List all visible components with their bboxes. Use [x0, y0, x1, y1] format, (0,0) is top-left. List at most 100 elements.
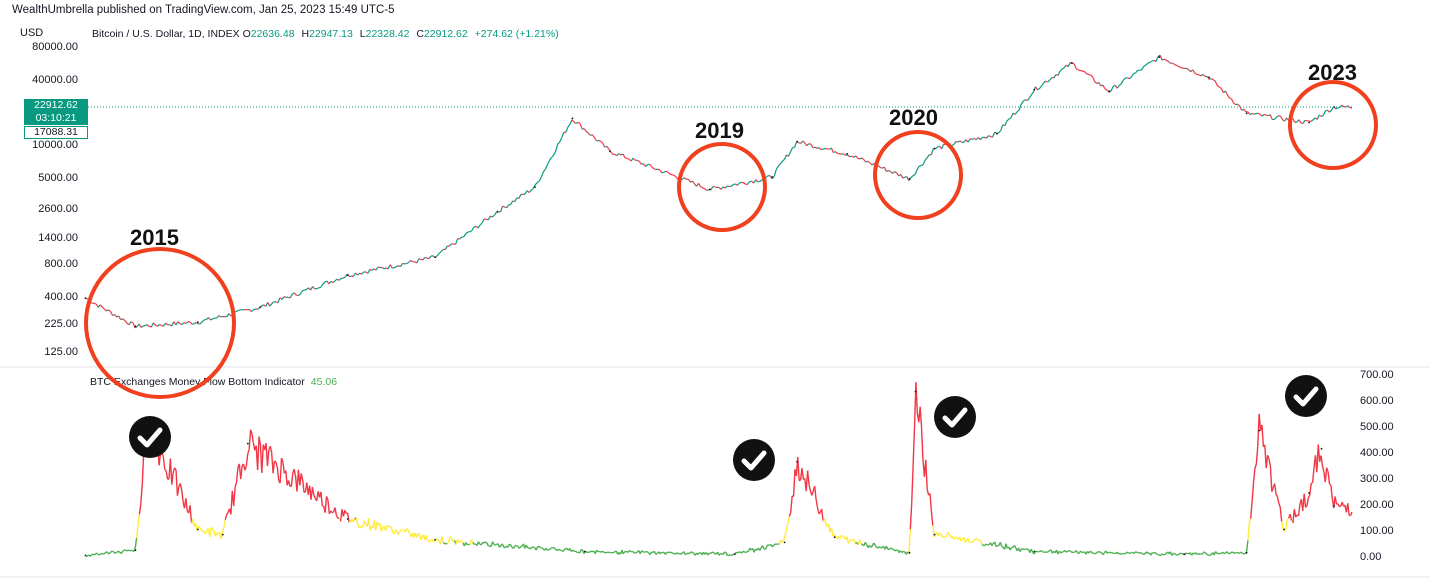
price-segment	[336, 278, 340, 281]
highlight-circle	[873, 130, 963, 220]
indicator-segment	[1099, 551, 1102, 554]
price-point	[534, 186, 536, 189]
indicator-segment	[944, 535, 948, 538]
indicator-segment	[1026, 548, 1029, 551]
price-segment	[847, 154, 851, 158]
indicator-segment	[858, 539, 862, 545]
price-segment	[663, 170, 667, 173]
price-segment	[953, 141, 957, 145]
indicator-segment	[1347, 503, 1350, 516]
indicator-segment	[1303, 493, 1307, 508]
symbol-legend[interactable]: Bitcoin / U.S. Dollar, 1D, INDEX O22636.…	[92, 28, 563, 40]
price-segment	[1127, 77, 1130, 80]
price-segment	[261, 304, 264, 307]
price-segment	[512, 200, 515, 203]
price-segment	[575, 121, 579, 124]
indicator-segment	[940, 534, 944, 538]
price-segment	[1220, 88, 1224, 93]
price-segment	[1216, 85, 1220, 88]
price-segment	[951, 143, 955, 146]
price-segment	[493, 211, 497, 216]
price-segment	[998, 130, 1002, 134]
indicator-value: 45.06	[310, 376, 338, 388]
indicator-segment	[773, 543, 776, 546]
indicator-segment	[313, 494, 316, 499]
indicator-segment	[649, 551, 653, 555]
change-value: +274.62 (+1.21%)	[474, 28, 559, 40]
indicator-segment	[849, 539, 852, 542]
indicator-segment	[1328, 483, 1332, 486]
indicator-segment	[603, 551, 606, 554]
price-segment	[830, 147, 834, 153]
price-segment	[469, 230, 473, 233]
price-segment	[641, 163, 644, 165]
indicator-segment	[221, 527, 225, 532]
price-segment	[185, 321, 189, 324]
price-segment	[798, 142, 801, 145]
indicator-legend[interactable]: BTC Exchanges Money Flow Bottom Indicato…	[90, 376, 337, 388]
indicator-segment	[911, 465, 914, 504]
price-point	[1070, 62, 1073, 65]
indicator-segment	[797, 456, 800, 481]
indicator-segment	[686, 552, 689, 555]
indicator-segment	[1119, 552, 1122, 555]
price-segment	[1041, 82, 1045, 87]
currency-label: USD	[20, 27, 44, 39]
price-segment	[783, 154, 787, 160]
price-segment	[591, 134, 595, 139]
indicator-segment	[249, 429, 253, 435]
indicator-segment	[485, 541, 488, 544]
price-segment	[103, 308, 107, 312]
indicator-segment	[680, 552, 683, 555]
price-segment	[398, 265, 401, 268]
price-segment	[118, 315, 122, 320]
indicator-segment	[138, 503, 142, 515]
indicator-segment	[634, 551, 637, 554]
indicator-segment	[842, 535, 845, 538]
price-segment	[551, 154, 555, 158]
indicator-segment	[482, 541, 485, 544]
price-segment	[1159, 54, 1163, 61]
indicator-segment	[891, 548, 894, 551]
indicator-segment	[1275, 493, 1279, 498]
price-segment	[371, 268, 375, 271]
price-segment	[912, 174, 916, 177]
indicator-segment	[276, 467, 280, 481]
price-segment	[499, 205, 504, 213]
price-segment	[579, 123, 583, 130]
indicator-segment	[1305, 505, 1308, 508]
indicator-segment	[483, 541, 486, 544]
price-segment	[779, 161, 783, 165]
price-segment	[1194, 72, 1198, 75]
indicator-segment	[397, 531, 401, 536]
indicator-segment	[233, 487, 236, 506]
indicator-segment	[1164, 552, 1167, 556]
price-segment	[1080, 69, 1083, 72]
indicator-point	[346, 518, 349, 520]
price-segment	[986, 135, 990, 139]
indicator-segment	[1150, 552, 1153, 556]
indicator-segment	[801, 468, 805, 480]
indicator-segment	[670, 551, 673, 554]
indicator-segment	[1206, 553, 1209, 556]
price-segment	[974, 138, 977, 140]
price-point	[571, 117, 574, 120]
indicator-segment	[1009, 546, 1013, 551]
price-segment	[880, 166, 883, 169]
indicator-segment	[1121, 552, 1123, 555]
price-segment	[673, 174, 677, 178]
indicator-segment	[930, 511, 934, 526]
indicator-segment	[1042, 551, 1045, 553]
indicator-segment	[901, 550, 904, 554]
indicator-segment	[510, 544, 513, 548]
price-segment	[926, 154, 930, 158]
check-icon	[1285, 375, 1327, 417]
indicator-segment	[864, 541, 868, 545]
price-segment	[116, 315, 119, 318]
price-segment	[1310, 119, 1314, 122]
indicator-segment	[1209, 553, 1212, 556]
indicator-segment	[1047, 550, 1051, 553]
indicator-point	[1033, 550, 1036, 553]
indicator-segment	[1203, 551, 1207, 554]
